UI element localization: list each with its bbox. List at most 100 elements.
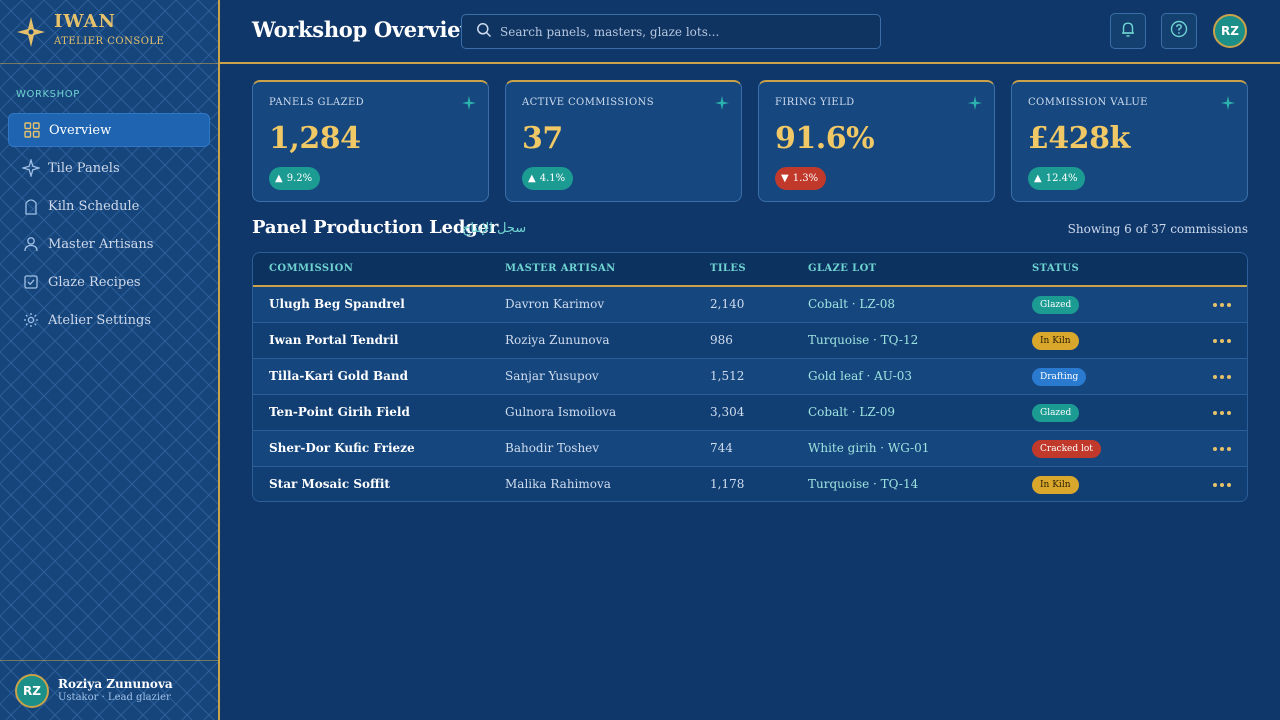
sidebar-item-label: Kiln Schedule	[48, 198, 140, 214]
help-icon	[1170, 20, 1188, 42]
row-more-button[interactable]	[1213, 479, 1231, 491]
search-input[interactable]	[500, 24, 860, 39]
sidebar-item-label: Glaze Recipes	[48, 274, 141, 290]
arrow-down-icon: ▼	[781, 173, 789, 184]
status-badge: In Kiln	[1032, 476, 1079, 494]
cell-commission: Iwan Portal Tendril	[269, 333, 399, 347]
ledger-count: Showing 6 of 37 commissions	[1067, 222, 1248, 236]
cell-commission: Star Mosaic Soffit	[269, 477, 390, 491]
checkbox-icon	[22, 273, 40, 291]
cell-glaze-lot: Turquoise · TQ-14	[808, 477, 919, 491]
cell-tiles: 1,178	[710, 477, 745, 491]
kpi-value: 1,284	[269, 121, 361, 156]
cell-artisan: Malika Rahimova	[505, 477, 611, 491]
cell-glaze-lot: Gold leaf · AU-03	[808, 369, 913, 383]
row-more-button[interactable]	[1213, 443, 1231, 455]
sparkle-icon	[1221, 96, 1235, 110]
kpi-value: 37	[522, 121, 563, 156]
user-role: Ustakor · Lead glazier	[58, 692, 171, 703]
kpi-delta-badge: ▼ 1.3%	[775, 167, 827, 190]
status-badge: Cracked lot	[1032, 440, 1101, 458]
sidebar-item-glaze-recipes[interactable]: Glaze Recipes	[8, 265, 210, 299]
sidebar-item-label: Overview	[49, 122, 112, 138]
cell-commission: Ten-Point Girih Field	[269, 405, 410, 419]
top-header: Workshop Overview RZ	[220, 0, 1280, 64]
sidebar-item-label: Atelier Settings	[48, 312, 152, 328]
page-title: Workshop Overview	[252, 17, 479, 42]
table-row[interactable]: Iwan Portal Tendril Roziya Zununova 986 …	[253, 323, 1247, 359]
kpi-delta-value: 12.4%	[1045, 173, 1078, 184]
status-badge: Glazed	[1032, 404, 1080, 422]
table-body: Ulugh Beg Spandrel Davron Karimov 2,140 …	[253, 287, 1247, 501]
search-icon	[476, 22, 492, 42]
table-row[interactable]: Ulugh Beg Spandrel Davron Karimov 2,140 …	[253, 287, 1247, 323]
cell-tiles: 986	[710, 333, 733, 347]
kpi-card-active-commissions[interactable]: ACTIVE COMMISSIONS 37 ▲ 4.1%	[505, 80, 742, 202]
status-badge: In Kiln	[1032, 332, 1079, 350]
cell-commission: Tilla-Kari Gold Band	[269, 369, 409, 383]
cell-tiles: 1,512	[710, 369, 745, 383]
table-row[interactable]: Ten-Point Girih Field Gulnora Ismoilova …	[253, 395, 1247, 431]
kpi-label: ACTIVE COMMISSIONS	[522, 97, 654, 108]
ledger-title-arabic: سجل الإنتاج	[462, 221, 527, 236]
arrow-up-icon: ▲	[528, 173, 536, 184]
row-more-button[interactable]	[1213, 335, 1231, 347]
sparkle-icon	[968, 96, 982, 110]
cell-glaze-lot: Cobalt · LZ-08	[808, 297, 895, 311]
cell-tiles: 3,304	[710, 405, 745, 419]
grid-icon	[23, 121, 41, 139]
column-header-glaze-lot[interactable]: GLAZE LOT	[808, 263, 877, 274]
cell-artisan: Davron Karimov	[505, 297, 605, 311]
status-badge: Drafting	[1032, 368, 1087, 386]
column-header-tiles[interactable]: TILES	[710, 263, 746, 274]
brand[interactable]: IWAN ATELIER CONSOLE	[0, 0, 218, 64]
column-header-status[interactable]: STATUS	[1032, 263, 1080, 274]
cell-artisan: Gulnora Ismoilova	[505, 405, 617, 419]
kpi-card-panels-glazed[interactable]: PANELS GLAZED 1,284 ▲ 9.2%	[252, 80, 489, 202]
sidebar-nav: Overview Tile Panels Kiln Schedule Maste…	[8, 113, 210, 341]
table-row[interactable]: Sher-Dor Kufic Frieze Bahodir Toshev 744…	[253, 431, 1247, 467]
sidebar-item-kiln-schedule[interactable]: Kiln Schedule	[8, 189, 210, 223]
kpi-delta-badge: ▲ 12.4%	[1028, 167, 1086, 190]
arrow-up-icon: ▲	[275, 173, 283, 184]
kpi-card-commission-value[interactable]: COMMISSION VALUE £428k ▲ 12.4%	[1011, 80, 1248, 202]
row-more-button[interactable]	[1213, 299, 1231, 311]
row-more-button[interactable]	[1213, 371, 1231, 383]
table-row[interactable]: Tilla-Kari Gold Band Sanjar Yusupov 1,51…	[253, 359, 1247, 395]
sidebar-item-atelier-settings[interactable]: Atelier Settings	[8, 303, 210, 337]
sidebar-item-tile-panels[interactable]: Tile Panels	[8, 151, 210, 185]
header-avatar[interactable]: RZ	[1213, 14, 1247, 48]
kpi-label: COMMISSION VALUE	[1028, 97, 1148, 108]
nav-section-label: WORKSHOP	[16, 89, 80, 100]
kpi-card-firing-yield[interactable]: FIRING YIELD 91.6% ▼ 1.3%	[758, 80, 995, 202]
kpi-value: £428k	[1028, 121, 1130, 156]
cell-glaze-lot: Cobalt · LZ-09	[808, 405, 895, 419]
kpi-label: PANELS GLAZED	[269, 97, 365, 108]
cell-artisan: Bahodir Toshev	[505, 441, 600, 455]
table-row[interactable]: Star Mosaic Soffit Malika Rahimova 1,178…	[253, 467, 1247, 501]
cell-glaze-lot: Turquoise · TQ-12	[808, 333, 919, 347]
cell-artisan: Sanjar Yusupov	[505, 369, 599, 383]
cell-tiles: 744	[710, 441, 733, 455]
notifications-button[interactable]	[1110, 13, 1146, 49]
star-icon	[22, 159, 40, 177]
brand-name: IWAN	[54, 11, 116, 32]
avatar: RZ	[15, 674, 49, 708]
table-header: COMMISSION MASTER ARTISAN TILES GLAZE LO…	[253, 253, 1247, 287]
row-more-button[interactable]	[1213, 407, 1231, 419]
arch-icon	[22, 197, 40, 215]
column-header-artisan[interactable]: MASTER ARTISAN	[505, 263, 616, 274]
kpi-delta-value: 4.1%	[539, 173, 566, 184]
status-badge: Glazed	[1032, 296, 1080, 314]
search-box[interactable]	[461, 14, 881, 49]
sidebar-item-overview[interactable]: Overview	[8, 113, 210, 147]
user-profile[interactable]: RZ Roziya Zununova Ustakor · Lead glazie…	[0, 660, 218, 720]
sparkle-icon	[715, 96, 729, 110]
user-icon	[22, 235, 40, 253]
sidebar-item-master-artisans[interactable]: Master Artisans	[8, 227, 210, 261]
help-button[interactable]	[1161, 13, 1197, 49]
kpi-delta-value: 1.3%	[792, 173, 819, 184]
brand-star-icon	[17, 17, 45, 47]
ledger-table: COMMISSION MASTER ARTISAN TILES GLAZE LO…	[252, 252, 1248, 502]
column-header-commission[interactable]: COMMISSION	[269, 263, 354, 274]
